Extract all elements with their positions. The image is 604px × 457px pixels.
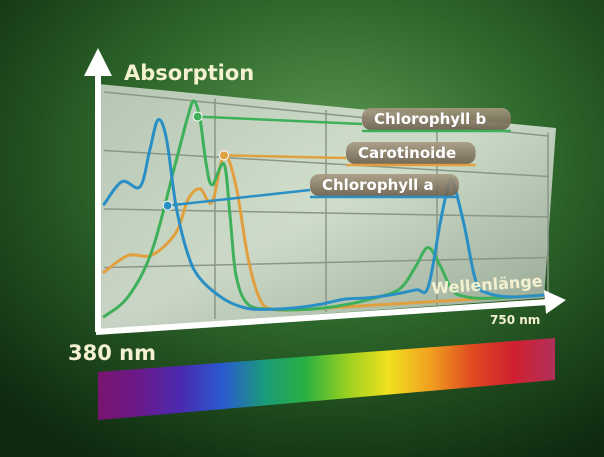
marker-carotinoide (219, 150, 229, 161)
marker-chlorophyll-a (162, 200, 173, 211)
tag-bg-chlorophyll-a (310, 174, 459, 196)
marker-chlorophyll-b (192, 111, 203, 122)
x-start-label: 380 nm (68, 341, 156, 365)
series-chlorophyll-a-line (102, 118, 550, 312)
y-axis-arrow (84, 48, 112, 76)
leader-chlorophyll-a (167, 188, 311, 207)
spectrum-bar (98, 338, 555, 420)
x-end-label: 750 nm (490, 313, 540, 327)
label-leaders: Chlorophyll b Carotinoide Chlorophyll a (162, 108, 511, 211)
x-axis-arrow (544, 290, 566, 314)
tag-bg-carotinoide (346, 142, 476, 164)
label-chlorophyll-b: Chlorophyll b (374, 110, 487, 128)
series-carotinoide-line (102, 153, 550, 312)
leader-carotinoide (223, 154, 347, 160)
x-axis-line (95, 299, 549, 335)
leader-chlorophyll-b (197, 115, 363, 126)
tag-bg-chlorophyll-b (362, 108, 511, 130)
y-axis-label: Absorption (124, 61, 254, 85)
label-chlorophyll-a: Chlorophyll a (322, 176, 434, 194)
series-lines (102, 99, 550, 319)
label-carotinoide: Carotinoide (358, 144, 456, 162)
